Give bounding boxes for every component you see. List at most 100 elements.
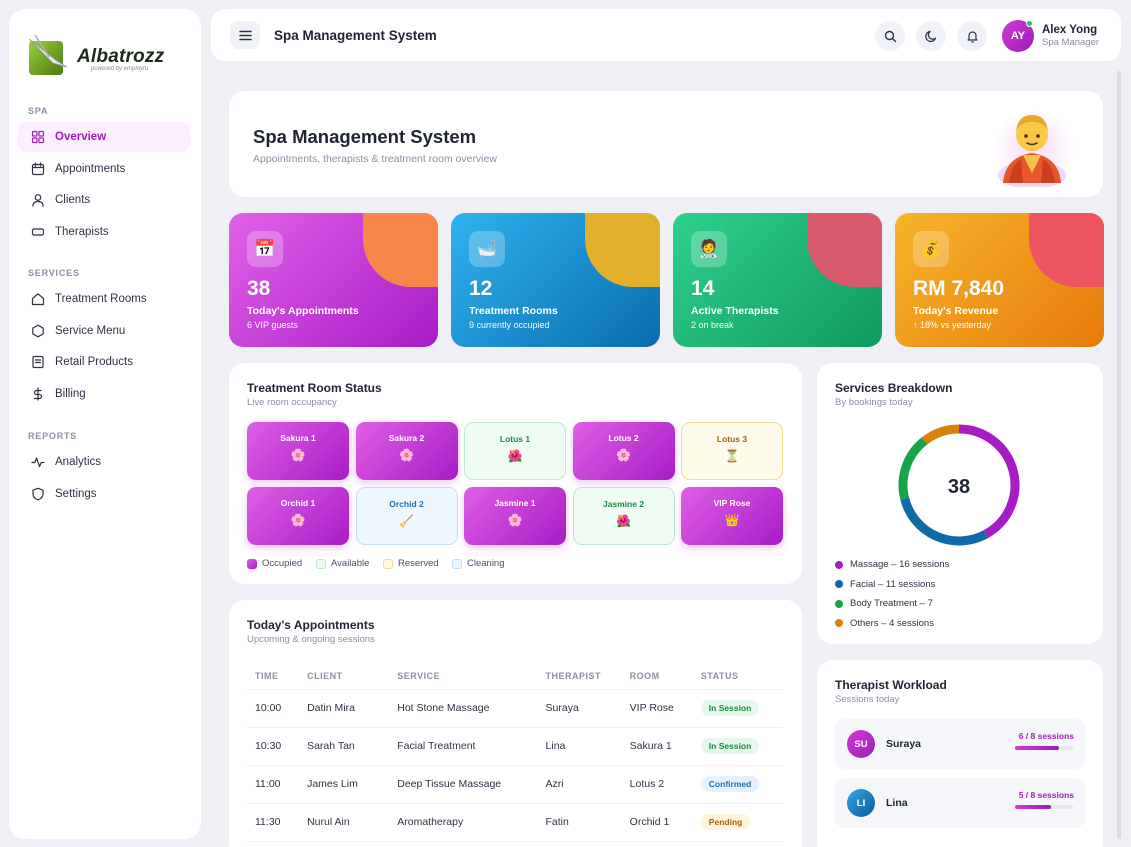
sidebar-item-label: Clients <box>55 194 91 207</box>
stat-card-icon: 💰 <box>913 231 949 267</box>
therapist-name: Lina <box>886 797 908 809</box>
room-tile[interactable]: Lotus 1 🌺 <box>464 422 566 480</box>
room-tile[interactable]: Orchid 2 🧹 <box>355 487 458 545</box>
breakdown-legend-item: Facial – 11 sessions <box>835 579 935 590</box>
stat-card-decoration <box>363 213 438 287</box>
stat-card-icon: 🛁 <box>469 231 505 267</box>
sidebar-item-service-menu[interactable]: Service Menu <box>18 316 190 346</box>
table-row[interactable]: 10:00 Datin Mira Hot Stone Massage Suraya VI… <box>247 689 783 728</box>
sidebar-item-therapists[interactable]: Therapists <box>18 217 190 247</box>
therapist-card[interactable]: LI Lina 5 / 8 sessions <box>835 778 1085 828</box>
room-status-icon: 🌺 <box>507 449 523 463</box>
sidebar-item-billing[interactable]: Billing <box>18 379 190 409</box>
room-tile[interactable]: Sakura 1 🌸 <box>247 422 349 480</box>
room-name: Orchid 2 <box>389 499 424 509</box>
cell-therapist: Suraya <box>537 689 622 728</box>
cell-service: Facial Treatment <box>389 727 538 766</box>
cell-therapist: Azri <box>537 765 622 804</box>
donut-segment-2[interactable] <box>898 437 928 500</box>
sidebar-item-appointments[interactable]: Appointments <box>18 154 190 184</box>
sidebar-item-treatment-rooms[interactable]: Treatment Rooms <box>18 284 190 314</box>
room-status-icon: 🌸 <box>507 513 523 527</box>
room-status-subtitle: Live room occupancy <box>247 397 337 408</box>
table-row[interactable]: 11:00 James Lim Deep Tissue Massage Azri Lot… <box>247 765 783 804</box>
legend-label: Cleaning <box>467 558 505 569</box>
room-name: Lotus 3 <box>716 434 748 444</box>
room-tile[interactable]: Jasmine 2 🌺 <box>572 487 675 545</box>
stat-value: RM 7,840 <box>913 277 1005 300</box>
room-status-icon: 👑 <box>724 513 740 527</box>
therapist-avatar: SU <box>847 730 875 758</box>
status-badge: Confirmed <box>700 776 760 792</box>
stat-card[interactable]: 🧑‍⚕️ 14 Active Therapists 2 on break <box>673 213 882 347</box>
sidebar-item-label: Overview <box>55 131 107 143</box>
sidebar-section-title: SERVICES <box>28 268 80 278</box>
status-badge: In Session <box>700 738 760 754</box>
stat-label: Today's Revenue <box>913 305 999 317</box>
column-header: STATUS <box>692 664 783 690</box>
cell-time: 11:00 <box>247 765 300 804</box>
room-tile[interactable]: VIP Rose 👑 <box>681 487 783 545</box>
search-button[interactable] <box>875 21 905 51</box>
breakdown-label: Facial – 11 sessions <box>850 578 936 590</box>
sidebar-item-clients[interactable]: Clients <box>18 185 190 215</box>
user-name[interactable]: Alex Yong <box>1042 24 1098 36</box>
donut-segment-0[interactable] <box>958 424 1020 539</box>
stat-label: Active Therapists <box>691 305 779 317</box>
cell-service: Deep Tissue Massage <box>389 765 538 804</box>
stat-label: Today's Appointments <box>247 305 359 317</box>
therapist-card[interactable]: SU Suraya 6 / 8 sessions <box>835 719 1085 769</box>
user-role: Spa Manager <box>1042 37 1100 48</box>
albatross-logo-icon <box>28 34 68 75</box>
hexagon-icon <box>31 324 45 338</box>
room-tile[interactable]: Jasmine 1 🌸 <box>464 487 566 545</box>
therapist-avatar: LI <box>847 789 875 817</box>
sidebar-item-retail-products[interactable]: Retail Products <box>18 347 190 377</box>
room-name: Jasmine 1 <box>494 498 536 508</box>
home-icon <box>31 292 45 306</box>
notifications-button[interactable] <box>957 21 987 51</box>
room-status-title: Treatment Room Status <box>247 381 382 395</box>
table-body: 10:00 Datin Mira Hot Stone Massage Suraya VI… <box>247 689 783 842</box>
sidebar-item-overview[interactable]: Overview <box>18 122 190 152</box>
main-scrollbar[interactable] <box>1117 71 1121 839</box>
cell-therapist: Lina <box>537 727 622 766</box>
brand-logo[interactable]: Albatrozz powered by employtu <box>27 23 177 83</box>
sidebar-item-settings[interactable]: Settings <box>18 479 190 509</box>
breakdown-label: Others – 4 sessions <box>850 617 934 629</box>
room-status-icon: ⏳ <box>724 449 740 463</box>
workload-progress-fill <box>1015 805 1052 809</box>
table-header-row: TIME CLIENT SERVICE THERAPIST ROOM STATUS <box>247 664 783 690</box>
donut-segment-3[interactable] <box>921 424 960 445</box>
table-row[interactable]: 10:30 Sarah Tan Facial Treatment Lina Sakura… <box>247 727 783 766</box>
stat-card-icon: 🧑‍⚕️ <box>691 231 727 267</box>
room-tile[interactable]: Orchid 1 🌸 <box>247 487 349 545</box>
sidebar-item-label: Retail Products <box>55 356 133 368</box>
table-row[interactable]: 11:30 Nurul Ain Aromatherapy Fatin Orchid 1 P… <box>247 803 783 842</box>
room-name: Lotus 2 <box>608 433 639 443</box>
room-tile[interactable]: Lotus 3 ⏳ <box>681 422 783 480</box>
services-donut-chart: 38 <box>898 424 1020 546</box>
sidebar-item-label: Settings <box>55 488 97 500</box>
room-tile[interactable]: Sakura 2 🌸 <box>355 422 458 480</box>
stat-card[interactable]: 📅 38 Today's Appointments 6 VIP guests <box>229 213 438 347</box>
column-header: TIME <box>247 664 300 690</box>
stat-card[interactable]: 💰 RM 7,840 Today's Revenue ↑ 18% vs yesterd… <box>895 213 1104 347</box>
column-header: SERVICE <box>389 664 538 690</box>
room-status-icon: 🌸 <box>399 448 414 462</box>
stat-card[interactable]: 🛁 12 Treatment Rooms 9 currently occupied <box>451 213 660 347</box>
search-icon <box>884 30 896 42</box>
dollar-icon <box>31 386 45 401</box>
room-name: Orchid 1 <box>280 498 316 508</box>
theme-toggle-button[interactable] <box>916 21 946 51</box>
cell-status: Pending <box>692 803 783 842</box>
stat-value: 38 <box>247 277 271 300</box>
room-tile[interactable]: Lotus 2 🌸 <box>572 422 675 480</box>
donut-total: 38 <box>948 476 970 498</box>
cell-client: Nurul Ain <box>299 803 390 842</box>
menu-toggle-button[interactable] <box>230 21 260 49</box>
room-status-icon: 🌺 <box>616 514 631 528</box>
sidebar-item-analytics[interactable]: Analytics <box>18 447 190 477</box>
donut-segment-1[interactable] <box>900 497 988 546</box>
legend-label: Occupied <box>262 558 303 569</box>
